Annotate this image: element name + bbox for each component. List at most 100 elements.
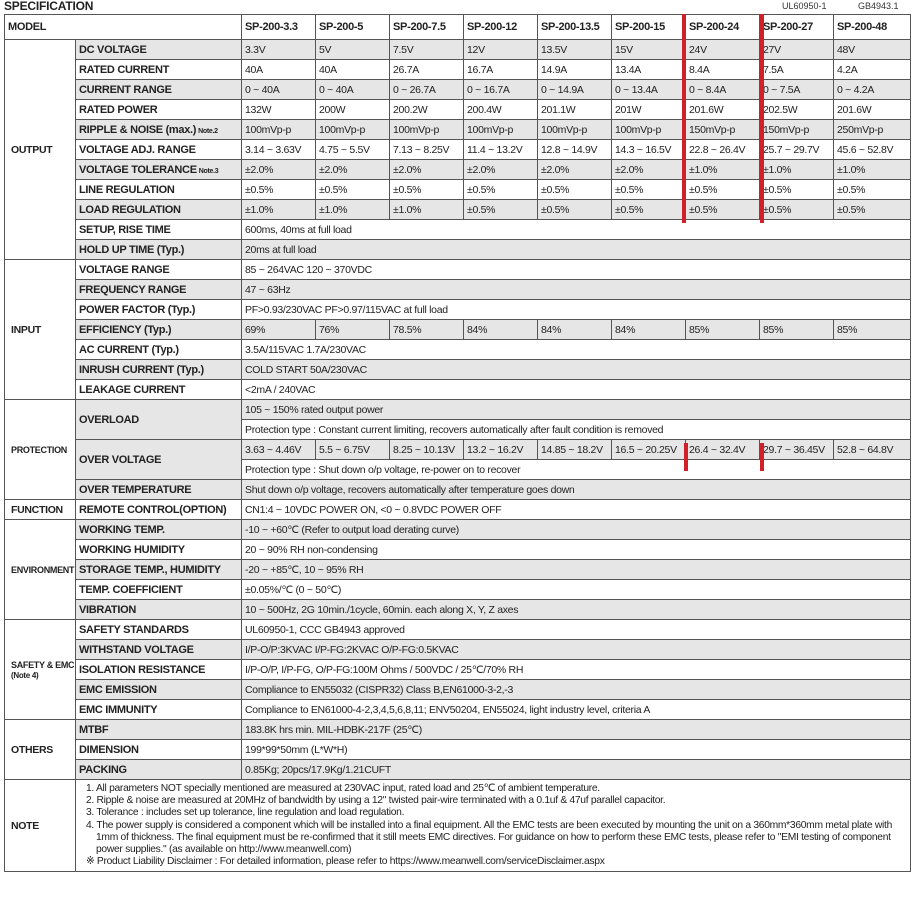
row-label-text: INRUSH CURRENT (Typ.) bbox=[79, 363, 204, 376]
spec-value: ±2.0% bbox=[389, 159, 465, 180]
spec-value: 201.1W bbox=[537, 99, 613, 120]
spec-value: 14.3 ~ 16.5V bbox=[611, 139, 687, 160]
spec-value: 4.2A bbox=[833, 59, 912, 80]
highlight-line-right-ovp bbox=[760, 443, 764, 471]
spec-value: 5V bbox=[315, 39, 391, 60]
spec-value: ±0.5% bbox=[463, 179, 539, 200]
spec-value: 100mVp-p bbox=[241, 119, 317, 140]
spec-value: 85 ~ 264VAC 120 ~ 370VDC bbox=[241, 259, 912, 280]
spec-value: 29.7 ~ 36.45V bbox=[759, 439, 835, 460]
spec-row: SAFETY & EMC (Note 4) SAFETY STANDARDS UL60… bbox=[4, 619, 912, 720]
spec-value: ±0.5% bbox=[463, 199, 539, 220]
spec-row: RATED POWER 132W 200W 200.2W 200.4W 201.1W 201… bbox=[5, 99, 912, 120]
row-label-text: TEMP. COEFFICIENT bbox=[79, 583, 183, 596]
section-name: OTHERS bbox=[11, 743, 53, 756]
model-name: SP-200-7.5 bbox=[389, 14, 465, 40]
spec-value: 14.85 ~ 18.2V bbox=[537, 439, 613, 460]
spec-value: ±0.5% bbox=[685, 179, 761, 200]
spec-value: ±0.5% bbox=[315, 179, 391, 200]
section-subname: (Note 4) bbox=[11, 670, 39, 680]
row-label-text: POWER FACTOR (Typ.) bbox=[79, 303, 196, 316]
spec-row: OVER TEMPERATURE Shut down o/p voltage, r… bbox=[5, 479, 912, 500]
spec-row: INPUT VOLTAGE RANGE 85 ~ 264VAC 120 ~ 370V… bbox=[4, 259, 912, 400]
spec-value: ±0.5% bbox=[241, 179, 317, 200]
spec-row: AC CURRENT (Typ.) 3.5A/115VAC 1.7A/230VAC bbox=[5, 339, 912, 360]
spec-value: 0 ~ 7.5A bbox=[759, 79, 835, 100]
spec-value: 600ms, 40ms at full load bbox=[241, 219, 912, 240]
row-label: REMOTE CONTROL(OPTION) bbox=[74, 499, 243, 520]
spec-value: 200.4W bbox=[463, 99, 539, 120]
spec-value: 7.5A bbox=[759, 59, 835, 80]
row-label: OVER TEMPERATURE bbox=[74, 479, 243, 500]
section-note: NOTE bbox=[4, 778, 76, 873]
spec-value: -10 ~ +60℃ (Refer to output load deratin… bbox=[241, 519, 912, 540]
model-name: SP-200-5 bbox=[315, 14, 391, 40]
row-label: OVER VOLTAGE bbox=[74, 439, 243, 480]
row-label-text: OVERLOAD bbox=[79, 413, 139, 426]
note-row: NOTE 1. All parameters NOT specially ment… bbox=[4, 778, 912, 873]
spec-value: ±1.0% bbox=[759, 159, 835, 180]
spec-row: STORAGE TEMP., HUMIDITY -20 ~ +85℃, 10 ~ … bbox=[5, 559, 912, 580]
section-function: FUNCTION bbox=[4, 499, 76, 520]
row-label-text: RATED POWER bbox=[79, 103, 158, 116]
row-label-text: WORKING TEMP. bbox=[79, 523, 165, 536]
spec-value: 47 ~ 63Hz bbox=[241, 279, 912, 300]
spec-row: PROTECTION OVERLOAD 105 ~ 150% rated outpu… bbox=[4, 399, 912, 500]
spec-row: DIMENSION 199*99*50mm (L*W*H) bbox=[5, 739, 912, 760]
spec-value: 85% bbox=[833, 319, 912, 340]
row-label-text: PACKING bbox=[79, 763, 127, 776]
section-name: ENVIRONMENT bbox=[11, 564, 75, 575]
spec-value: 202.5W bbox=[759, 99, 835, 120]
row-label: POWER FACTOR (Typ.) bbox=[74, 299, 243, 320]
row-label: DIMENSION bbox=[74, 739, 243, 760]
spec-value: 7.13 ~ 8.25V bbox=[389, 139, 465, 160]
spec-value: ±0.5% bbox=[685, 199, 761, 220]
spec-row: OVER VOLTAGE 3.63 ~ 4.46V 5.5 ~ 6.75V 8.25 … bbox=[5, 439, 912, 480]
spec-row: VIBRATION 10 ~ 500Hz, 2G 10min./1cycle, 6… bbox=[5, 599, 912, 620]
spec-value: ±1.0% bbox=[315, 199, 391, 220]
spec-value: 201W bbox=[611, 99, 687, 120]
spec-value: 200.2W bbox=[389, 99, 465, 120]
row-label: INRUSH CURRENT (Typ.) bbox=[74, 359, 243, 380]
section-name: OUTPUT bbox=[11, 143, 53, 156]
spec-value: Protection type : Constant current limit… bbox=[241, 419, 912, 440]
row-label-text: SAFETY STANDARDS bbox=[79, 623, 189, 636]
row-label-text: OVER TEMPERATURE bbox=[79, 483, 192, 496]
spec-value: 45.6 ~ 52.8V bbox=[833, 139, 912, 160]
spec-value: 250mVp-p bbox=[833, 119, 912, 140]
spec-value: UL60950-1, CCC GB4943 approved bbox=[241, 619, 912, 640]
spec-value: 8.25 ~ 10.13V bbox=[389, 439, 465, 460]
spec-value: 0 ~ 4.2A bbox=[833, 79, 912, 100]
row-label-text: LOAD REGULATION bbox=[79, 203, 181, 216]
section-name: INPUT bbox=[11, 323, 42, 336]
row-label-text: EMC EMISSION bbox=[79, 683, 157, 696]
spec-value: 52.8 ~ 64.8V bbox=[833, 439, 912, 460]
model-name: SP-200-3.3 bbox=[241, 14, 317, 40]
spec-value: 84% bbox=[463, 319, 539, 340]
spec-value: ±0.5% bbox=[759, 179, 835, 200]
model-name: SP-200-48 bbox=[833, 14, 912, 40]
spec-row: OTHERS MTBF 183.8K hrs min. MIL-HDBK-217F … bbox=[4, 719, 912, 780]
row-note-ref: Note.3 bbox=[198, 167, 219, 175]
spec-value: 20 ~ 90% RH non-condensing bbox=[241, 539, 912, 560]
spec-value: 85% bbox=[685, 319, 761, 340]
spec-value: ±2.0% bbox=[315, 159, 391, 180]
spec-value: 100mVp-p bbox=[611, 119, 687, 140]
spec-value: ±2.0% bbox=[463, 159, 539, 180]
spec-value: Compliance to EN55032 (CISPR32) Class B,… bbox=[241, 679, 912, 700]
section-input: INPUT bbox=[4, 259, 76, 400]
spec-value: 105 ~ 150% rated output power bbox=[241, 399, 912, 420]
spec-value: 24V bbox=[685, 39, 761, 60]
row-label-text: RATED CURRENT bbox=[79, 63, 170, 76]
spec-row: RATED CURRENT 40A 40A 26.7A 16.7A 14.9A 13.4A 8… bbox=[5, 59, 912, 80]
spec-value: ±0.5% bbox=[833, 199, 912, 220]
row-label-text: LEAKAGE CURRENT bbox=[79, 383, 186, 396]
spec-value: 40A bbox=[241, 59, 317, 80]
row-label-text: MTBF bbox=[79, 723, 109, 736]
section-others: OTHERS bbox=[4, 719, 76, 780]
spec-row: FREQUENCY RANGE 47 ~ 63Hz bbox=[5, 279, 912, 300]
model-label: MODEL bbox=[3, 14, 243, 40]
spec-row: RIPPLE & NOISE (max.) Note.2 100mVp-p 100mV… bbox=[5, 119, 912, 140]
spec-value: 0 ~ 26.7A bbox=[389, 79, 465, 100]
spec-value: 10 ~ 500Hz, 2G 10min./1cycle, 60min. eac… bbox=[241, 599, 912, 620]
